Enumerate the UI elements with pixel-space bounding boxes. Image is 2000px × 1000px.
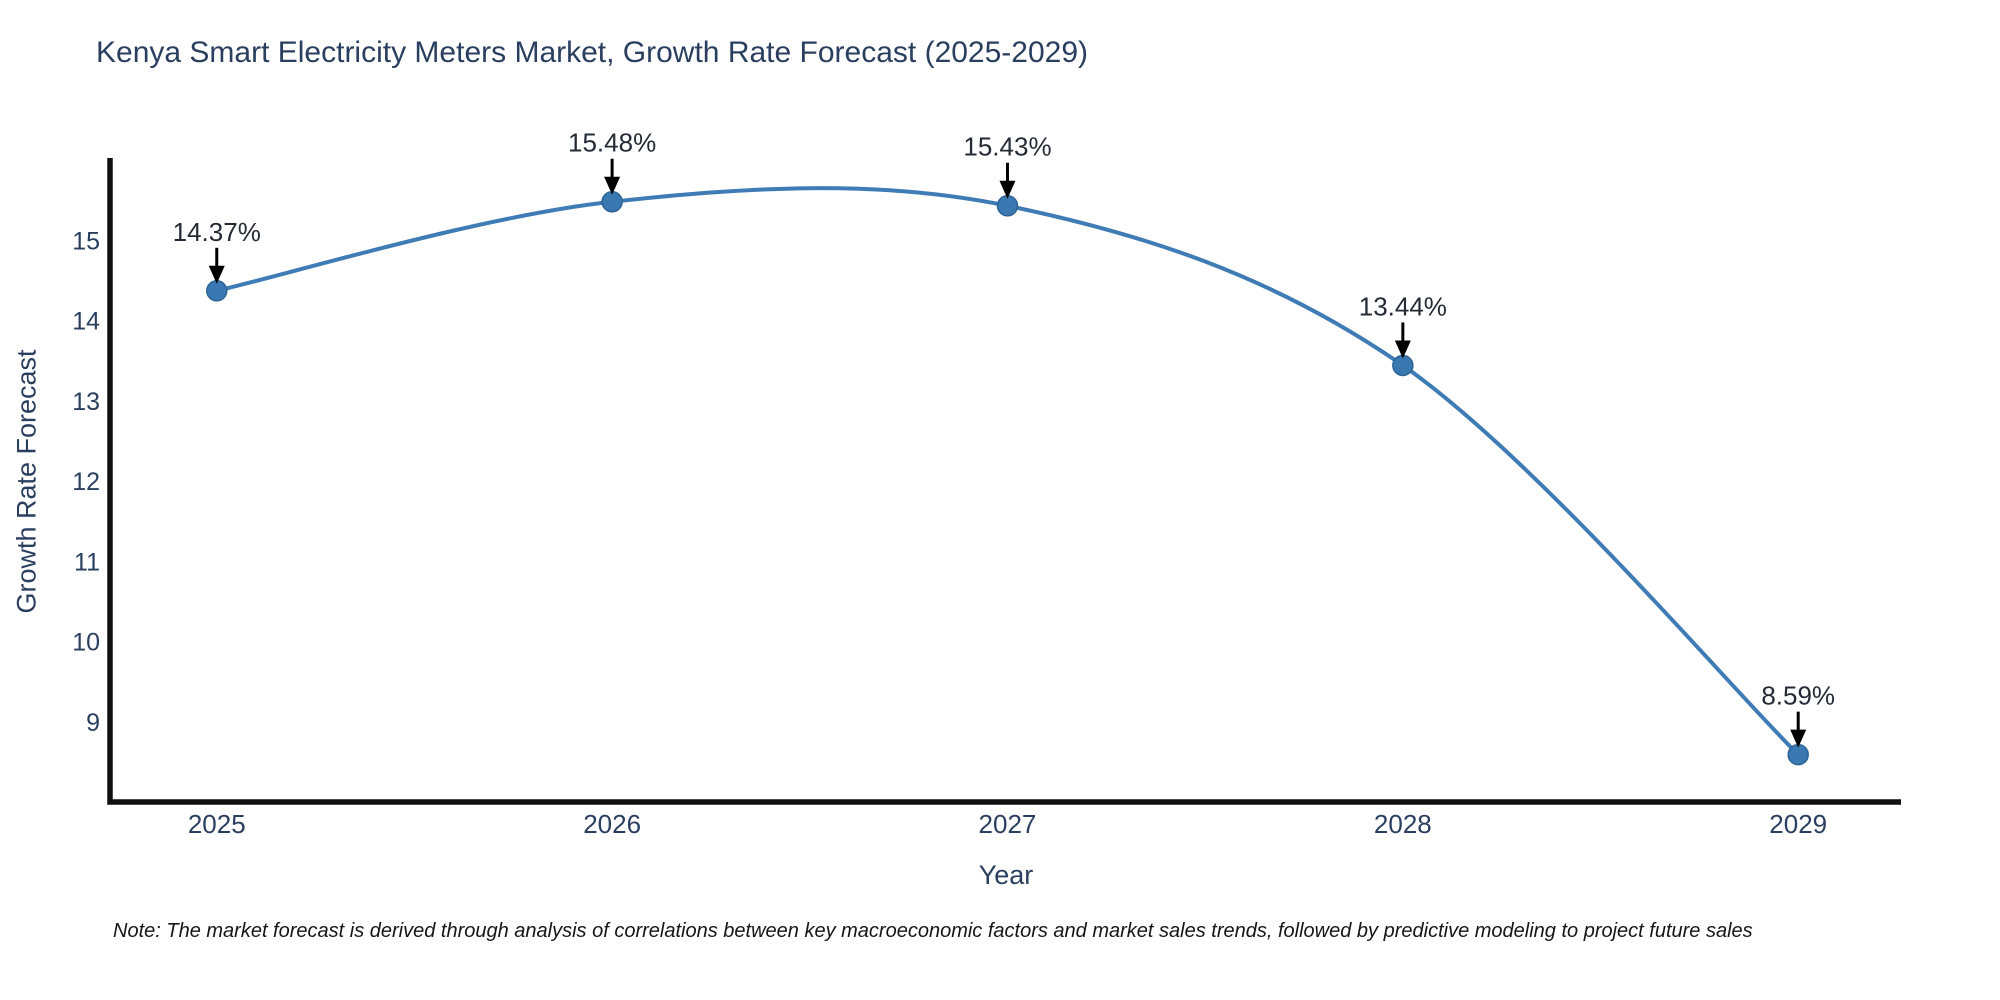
annotation-arrow-head [604, 176, 621, 195]
data-point-label: 13.44% [1359, 291, 1447, 321]
y-tick-label: 13 [72, 388, 100, 416]
data-point-label: 8.59% [1761, 681, 1835, 711]
data-point-label: 15.43% [963, 132, 1051, 162]
y-tick-label: 9 [86, 709, 100, 737]
axis-lines [107, 158, 1901, 805]
data-point-label: 15.48% [568, 128, 656, 158]
y-tick-label: 14 [72, 308, 100, 336]
x-tick-label: 2027 [979, 809, 1037, 839]
annotation-arrow-head [1790, 729, 1807, 748]
annotation-arrow-head [999, 180, 1016, 199]
y-tick-label: 15 [72, 227, 100, 255]
footnote: Note: The market forecast is derived thr… [113, 920, 1753, 942]
annotation-arrow-head [208, 265, 225, 284]
x-tick-label: 2029 [1769, 809, 1827, 839]
annotation-arrow-head [1394, 340, 1411, 359]
x-tick-label: 2025 [188, 809, 246, 839]
x-axis-title: Year [978, 860, 1034, 890]
chart-title: Kenya Smart Electricity Meters Market, G… [96, 36, 1089, 69]
x-tick-label: 2026 [583, 809, 641, 839]
y-tick-label: 11 [74, 548, 100, 576]
y-tick-label: 10 [72, 629, 100, 657]
forecast-line [214, 186, 1801, 757]
x-tick-label: 2028 [1374, 809, 1432, 839]
data-point-label: 14.37% [173, 217, 261, 247]
y-axis-title: Growth Rate Forecast [11, 349, 42, 614]
y-tick-label: 12 [72, 468, 100, 496]
